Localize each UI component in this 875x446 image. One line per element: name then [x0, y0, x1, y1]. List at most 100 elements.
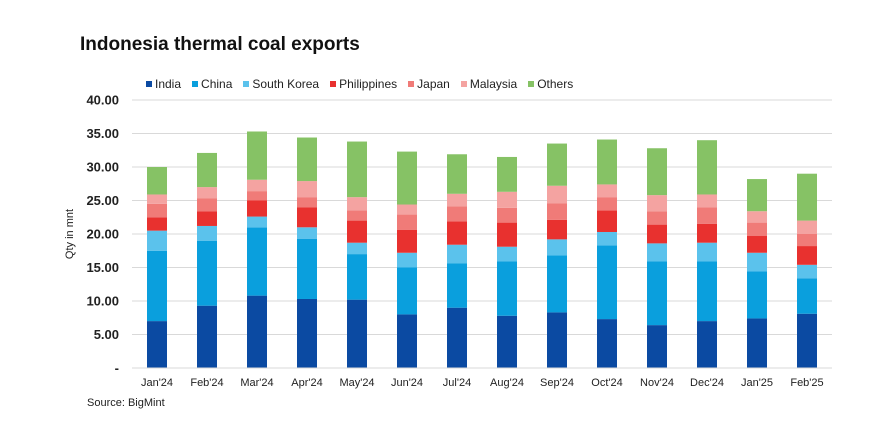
x-tick-label: May'24 [339, 377, 374, 389]
legend-swatch [408, 81, 415, 87]
bar-segment-philippines [697, 223, 717, 243]
bar-segment-others [447, 154, 467, 194]
bar-segment-japan [297, 197, 317, 208]
x-tick-label: Apr'24 [291, 377, 322, 389]
bar-segment-china [197, 240, 217, 306]
bar-segment-china [697, 261, 717, 322]
bar-segment-south-korea [597, 231, 617, 246]
bar-segment-japan [347, 210, 367, 221]
bar-segment-china [447, 263, 467, 308]
bar-segment-south-korea [647, 243, 667, 262]
bar-segment-malaysia [597, 184, 617, 198]
y-axis-title: Qty in mnt [64, 209, 76, 259]
legend-item: South Korea [243, 77, 319, 91]
bar-segment-malaysia [197, 187, 217, 199]
bar-segment-south-korea [797, 264, 817, 279]
legend-swatch [528, 81, 535, 87]
legend-label: India [155, 77, 182, 91]
bar-segment-malaysia [347, 197, 367, 211]
bar-segment-south-korea [747, 252, 767, 272]
bar-segment-south-korea [147, 230, 167, 251]
y-tick-label: 40.00 [86, 93, 119, 108]
y-tick-label: 30.00 [86, 160, 119, 175]
bar-segment-india [197, 305, 217, 368]
bar-segment-india [647, 325, 667, 368]
bar-segment-philippines [497, 222, 517, 247]
bar-segment-philippines [597, 210, 617, 232]
legend-label: Others [537, 77, 574, 91]
legend-label: China [201, 77, 233, 91]
bar-segment-india [547, 312, 567, 368]
bar-segment-japan [247, 191, 267, 201]
bar-segment-others [347, 141, 367, 198]
bar-segment-others [297, 137, 317, 182]
source-note: Source: BigMint [87, 397, 165, 409]
y-tick-label: 25.00 [86, 193, 119, 208]
bar-segment-others [547, 143, 567, 186]
bar-segment-others [747, 179, 767, 212]
x-tick-label: Feb'24 [190, 377, 223, 389]
bar-segment-japan [747, 222, 767, 237]
bar-segment-china [747, 271, 767, 319]
bar-segment-japan [647, 211, 667, 225]
x-tick-label: Jan'25 [741, 377, 773, 389]
y-tick-label: 15.00 [86, 260, 119, 275]
bar-segment-china [547, 255, 567, 313]
bars [147, 131, 817, 368]
bar-segment-japan [547, 203, 567, 220]
bar-segment-china [147, 250, 167, 322]
bar-segment-china [647, 261, 667, 326]
bar-segment-malaysia [647, 195, 667, 212]
bar-segment-india [747, 318, 767, 368]
bar-segment-others [647, 148, 667, 196]
bar-segment-philippines [797, 246, 817, 265]
legend-item: India [146, 77, 181, 91]
x-tick-label: Feb'25 [790, 377, 823, 389]
bar-segment-others [147, 167, 167, 195]
bar-segment-malaysia [797, 220, 817, 234]
bar-segment-philippines [297, 207, 317, 228]
bar-segment-malaysia [697, 194, 717, 208]
bar-segment-south-korea [697, 242, 717, 262]
bar-segment-south-korea [497, 246, 517, 262]
bar-segment-japan [397, 214, 417, 230]
bar-segment-others [697, 140, 717, 195]
bar-segment-india [147, 321, 167, 368]
legend-label: Malaysia [469, 77, 518, 91]
x-tick-label: Jun'24 [391, 377, 423, 389]
bar-segment-others [597, 139, 617, 185]
legend-swatch [243, 81, 250, 87]
legend-item: Malaysia [460, 77, 518, 91]
bar-segment-philippines [447, 221, 467, 245]
x-tick-label: Jul'24 [443, 377, 471, 389]
bar-segment-south-korea [247, 216, 267, 228]
legend-label: Philippines [339, 77, 398, 91]
bar-segment-south-korea [347, 242, 367, 255]
axes: - 5.00 10.00 15.00 20.00 25.00 30.00 35.00 40.00… [86, 93, 832, 389]
bar-segment-south-korea [297, 227, 317, 239]
bar-segment-philippines [347, 220, 367, 243]
bar-segment-south-korea [197, 225, 217, 241]
bar-segment-china [297, 238, 317, 299]
x-tick-label: Aug'24 [490, 377, 524, 389]
bar-segment-malaysia [497, 191, 517, 208]
bar-segment-philippines [747, 236, 767, 253]
bar-segment-malaysia [147, 194, 167, 204]
bar-segment-japan [697, 207, 717, 224]
bar-segment-malaysia [247, 179, 267, 192]
bar-segment-india [497, 315, 517, 368]
legend-label: South Korea [252, 77, 320, 91]
bar-segment-others [197, 152, 217, 188]
bar-segment-others [247, 131, 267, 180]
bar-segment-china [347, 254, 367, 300]
bar-segment-china [797, 278, 817, 314]
legend-swatch [146, 81, 152, 87]
bar-segment-india [247, 295, 267, 368]
bar-segment-india [397, 314, 417, 368]
bar-segment-japan [797, 234, 817, 247]
x-tick-label: Oct'24 [591, 377, 622, 389]
bar-segment-philippines [147, 217, 167, 231]
bar-segment-india [797, 313, 817, 368]
legend-item: Others [528, 77, 573, 91]
bar-segment-south-korea [547, 239, 567, 256]
